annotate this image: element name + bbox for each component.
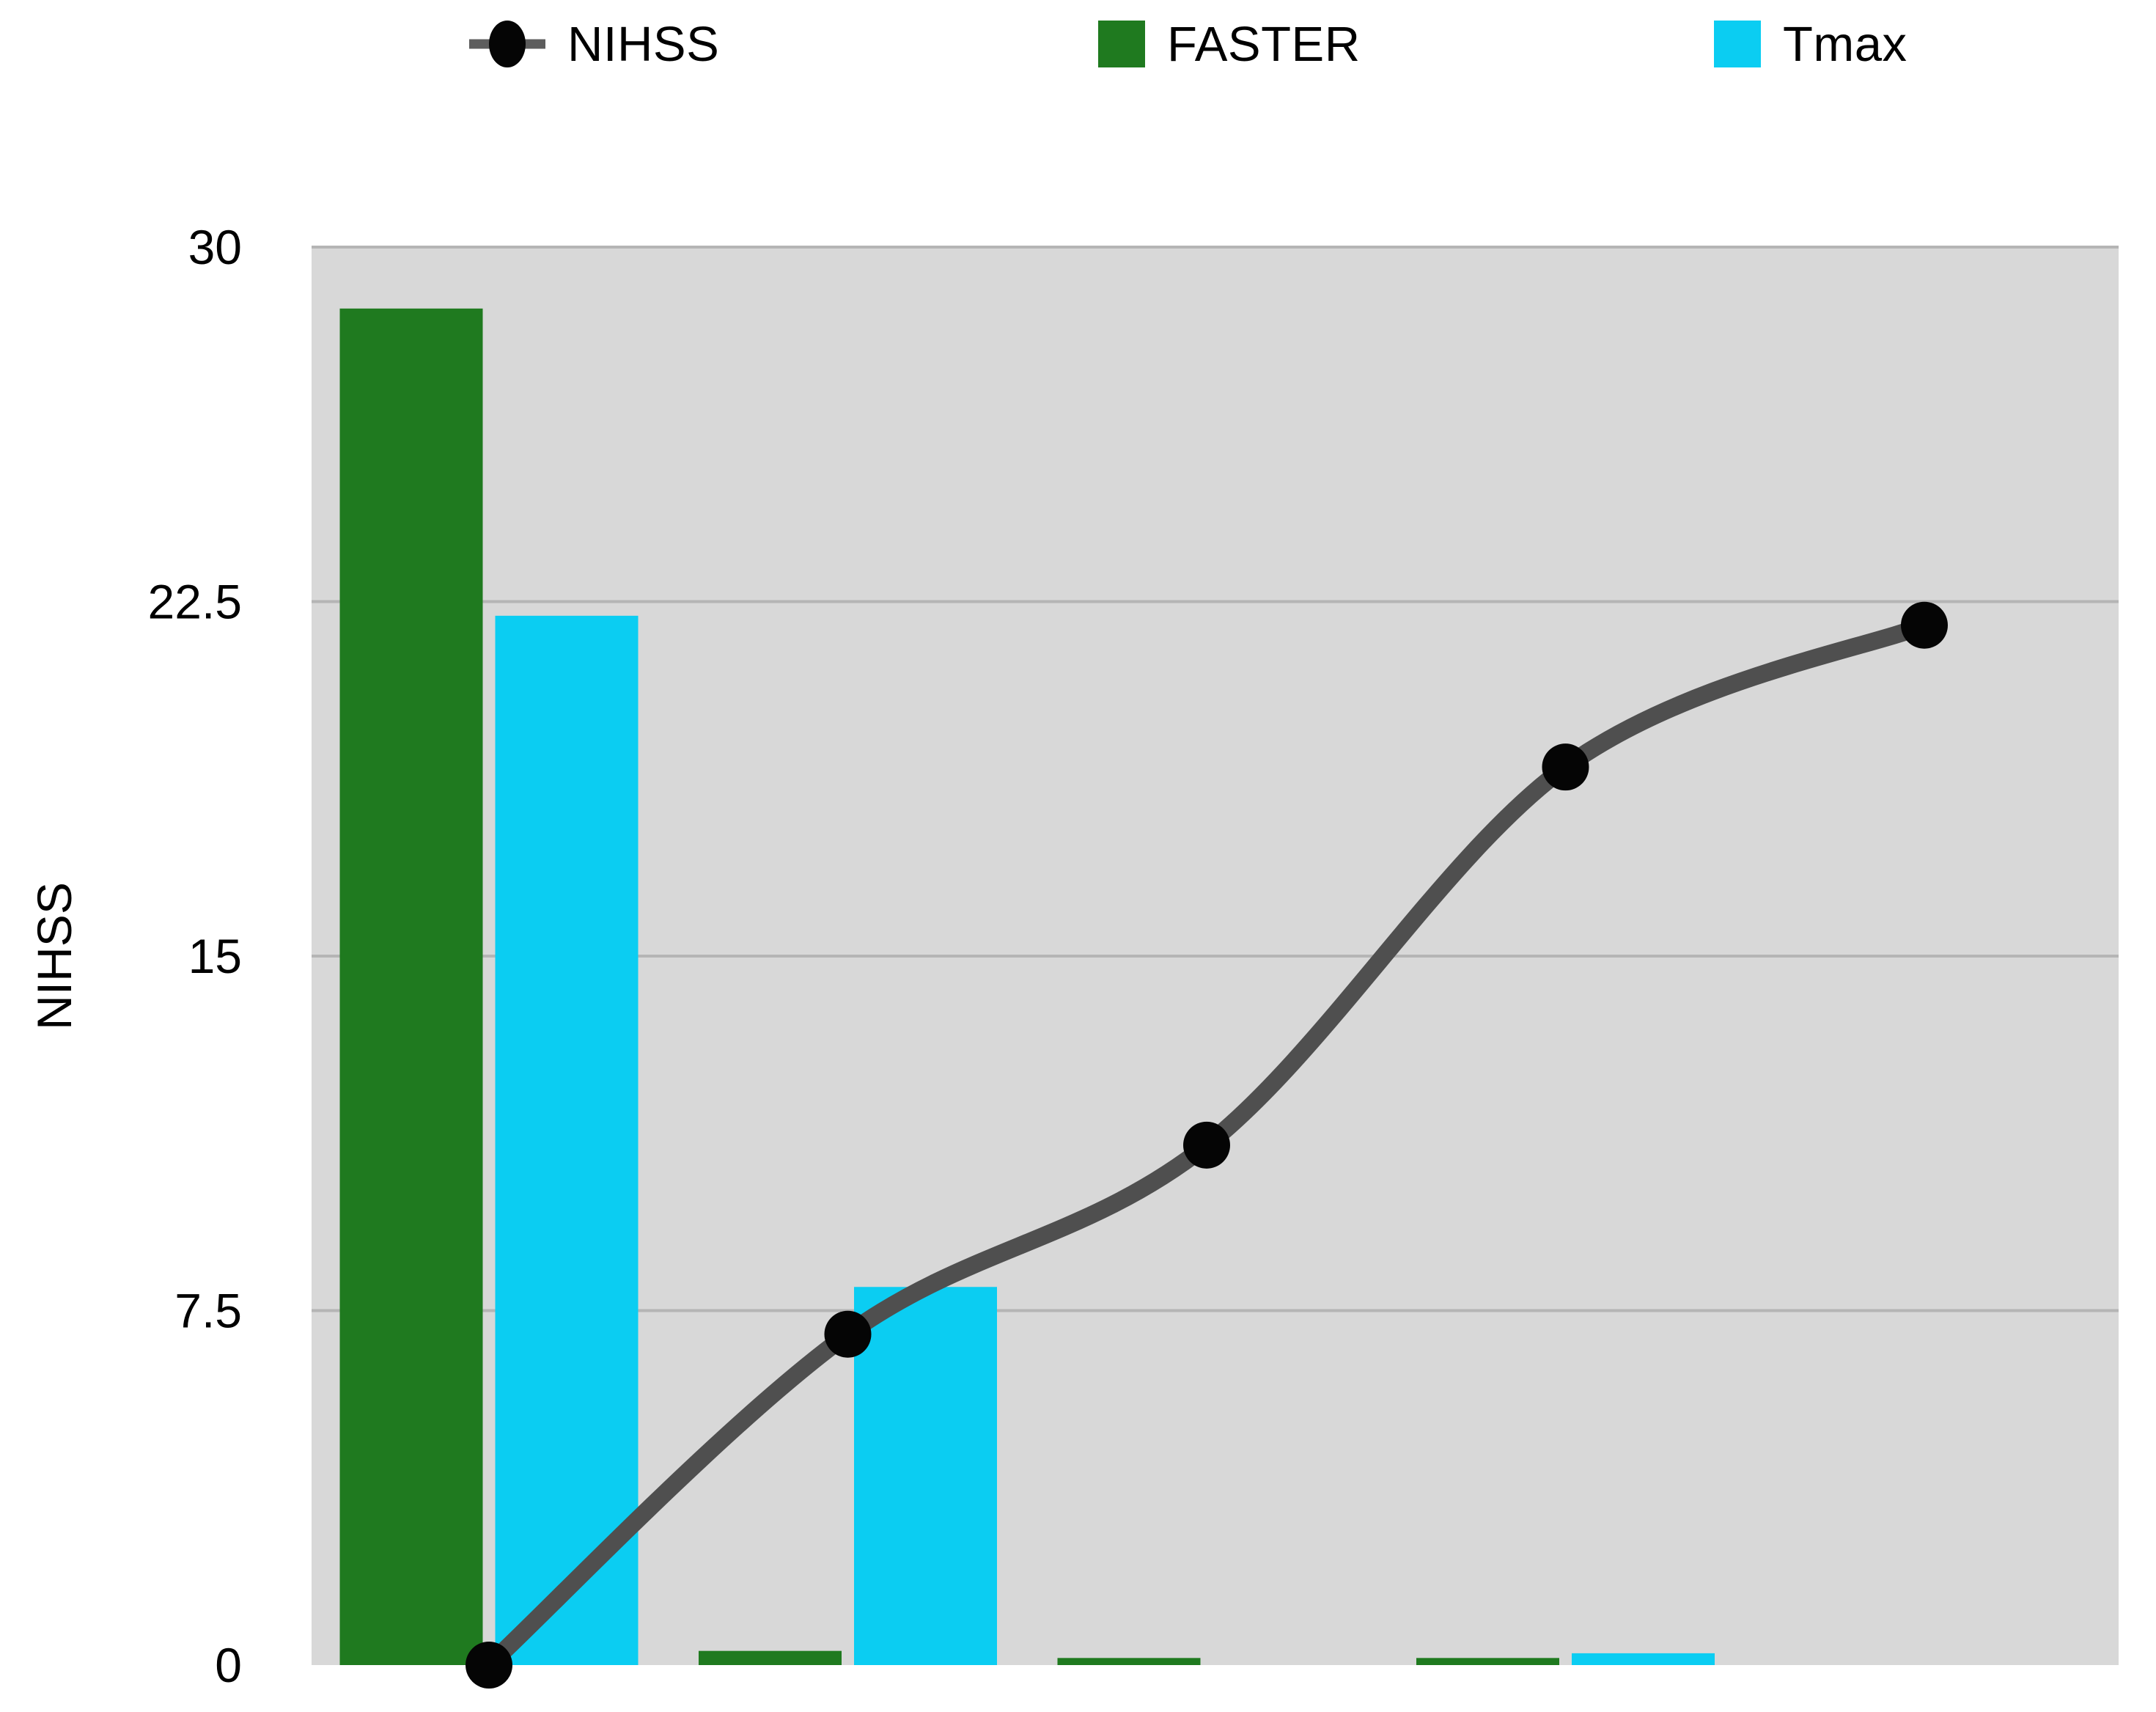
legend-label-nihss: NIHSS (567, 16, 720, 72)
y-tick-label-30: 30 (188, 220, 242, 274)
faster-swatch-icon (1098, 21, 1145, 67)
bar-tmax-1 (854, 1287, 997, 1665)
legend-item-tmax: Tmax (1714, 13, 1907, 75)
nihss-point-4 (1901, 601, 1948, 649)
y-tick-label-22.5: 22.5 (148, 575, 242, 629)
y-tick-label-15: 15 (188, 929, 242, 983)
bar-tmax-3 (1572, 1653, 1715, 1665)
nihss-point-3 (1542, 743, 1589, 791)
legend-label-faster: FASTER (1167, 16, 1361, 72)
nihss-point-0 (466, 1642, 512, 1689)
nihss-point-2 (1183, 1121, 1230, 1169)
bar-faster-0 (339, 308, 483, 1666)
y-tick-label-7.5: 7.5 (174, 1284, 242, 1338)
chart-legend: NIHSS FASTER Tmax (0, 0, 2156, 95)
legend-item-faster: FASTER (1098, 13, 1361, 75)
legend-point-icon (489, 21, 526, 67)
bar-tmax-0 (495, 615, 639, 1665)
y-tick-label-0: 0 (215, 1638, 242, 1692)
y-axis-title: NIHSS (27, 882, 81, 1030)
bar-faster-1 (699, 1650, 842, 1665)
nihss-point-1 (824, 1310, 872, 1358)
line-marker-icon (469, 13, 545, 75)
bar-faster-3 (1416, 1658, 1559, 1665)
tmax-swatch-icon (1714, 21, 1761, 67)
legend-item-nihss: NIHSS (469, 13, 719, 75)
legend-label-tmax: Tmax (1783, 16, 1907, 72)
bar-faster-2 (1057, 1658, 1201, 1665)
